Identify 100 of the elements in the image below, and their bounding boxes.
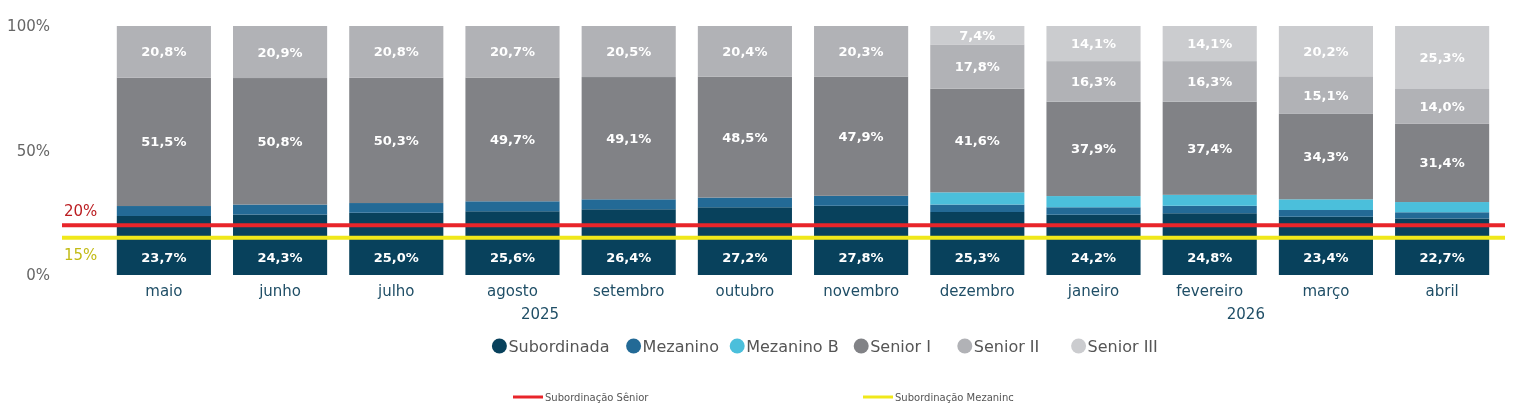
x-tick-label: outubro — [715, 282, 775, 300]
legend-label: Senior I — [870, 337, 931, 356]
bar — [233, 26, 328, 79]
legend-label: Subordinação Sênior — [545, 392, 650, 403]
data-label: 47,9% — [838, 128, 884, 144]
bar — [697, 26, 792, 77]
data-label: 31,4% — [1419, 155, 1465, 171]
bar — [233, 78, 328, 205]
data-label: 15,1% — [1303, 87, 1349, 103]
bar — [581, 77, 676, 200]
x-tick-label: dezembro — [939, 282, 1015, 300]
bar — [116, 26, 211, 78]
bar — [930, 192, 1025, 205]
data-label: 20,3% — [838, 43, 884, 59]
bar — [1278, 26, 1373, 77]
text: 2025 — [520, 305, 560, 323]
data-label: 20,9% — [257, 44, 303, 60]
data-label: 23,7% — [141, 249, 187, 265]
bar — [930, 44, 1025, 89]
x-tick-label: janeiro — [1066, 282, 1120, 300]
data-label: 20,4% — [722, 43, 768, 59]
bar — [1162, 194, 1257, 206]
bar — [1162, 101, 1257, 195]
bar — [1046, 26, 1141, 62]
data-label: 20,7% — [489, 44, 536, 60]
bar — [465, 77, 560, 202]
bar — [465, 26, 560, 78]
x-tick-label: março — [1302, 282, 1350, 300]
data-label: 51,5% — [141, 134, 187, 150]
bar — [814, 76, 909, 196]
bar — [1162, 205, 1257, 214]
data-label: 50,8% — [257, 133, 303, 149]
data-label: 26,4% — [606, 249, 652, 265]
data-label: 23,4% — [1303, 249, 1349, 265]
legend-label: Subordinada — [508, 337, 610, 356]
data-label: 16,3% — [1187, 73, 1233, 89]
data-label: 37,4% — [1187, 140, 1233, 156]
bar — [1278, 199, 1373, 211]
bar — [930, 88, 1025, 193]
bar — [1278, 113, 1373, 200]
legend-label: Subordinação Mezaninc — [895, 392, 1014, 403]
bar — [1395, 202, 1490, 213]
legend-label: Mezanino B — [746, 337, 839, 356]
legend-label: Senior III — [1087, 337, 1158, 356]
bar — [1162, 61, 1257, 102]
data-label: 41,6% — [954, 133, 1000, 149]
bar — [1046, 207, 1141, 215]
bar — [1395, 89, 1490, 124]
data-label: 22,7% — [1419, 249, 1465, 265]
x-tick-label: fevereiro — [1176, 282, 1244, 300]
y-tick-label: 100% — [7, 17, 50, 35]
bar — [930, 204, 1025, 212]
x-tick-label: setembro — [593, 282, 665, 300]
y-tick-label: 0% — [26, 266, 50, 284]
bar — [1278, 76, 1373, 114]
data-label: 24,8% — [1187, 249, 1233, 265]
bar — [1046, 101, 1141, 197]
y-tick-label: 50% — [16, 141, 50, 160]
data-label: 20,5% — [606, 44, 652, 60]
data-label: 25,6% — [489, 249, 536, 265]
data-label: 25,3% — [954, 249, 1000, 265]
bar — [233, 204, 328, 215]
data-label: 20,8% — [373, 44, 419, 60]
bar — [116, 77, 211, 207]
bar — [116, 206, 211, 216]
data-label: 48,5% — [722, 129, 768, 145]
data-label: 49,1% — [606, 130, 652, 146]
legend-label: Senior II — [973, 337, 1040, 356]
data-label: 37,9% — [1070, 141, 1117, 157]
bar — [349, 26, 444, 78]
data-label: 27,8% — [838, 249, 884, 265]
annotation: 20% — [64, 202, 98, 221]
data-label: 20,8% — [141, 44, 187, 60]
data-label: 50,3% — [373, 132, 419, 148]
bar — [465, 201, 560, 212]
bar — [1278, 210, 1373, 217]
bar — [1395, 212, 1490, 219]
data-label: 34,3% — [1303, 149, 1349, 165]
bar — [1046, 196, 1141, 208]
bar — [1162, 26, 1257, 62]
x-tick-label: novembro — [823, 282, 900, 300]
bar — [349, 77, 444, 204]
bar — [814, 26, 909, 77]
x-tick-label: abril — [1425, 282, 1459, 300]
data-label: 27,2% — [722, 249, 768, 265]
x-tick-label: julho — [377, 282, 415, 300]
data-label: 16,3% — [1070, 73, 1117, 89]
x-tick-label: maio — [145, 282, 183, 300]
legend-label: Mezanino — [642, 337, 719, 356]
bar — [697, 197, 792, 208]
bar — [1395, 123, 1490, 203]
bar — [697, 76, 792, 198]
annotation: 15% — [64, 245, 98, 264]
bar — [581, 26, 676, 78]
bar — [349, 203, 444, 213]
bar — [581, 199, 676, 210]
bar — [1395, 26, 1490, 89]
data-label: 49,7% — [489, 131, 536, 147]
bar — [1046, 61, 1141, 102]
data-label: 24,2% — [1070, 249, 1117, 265]
